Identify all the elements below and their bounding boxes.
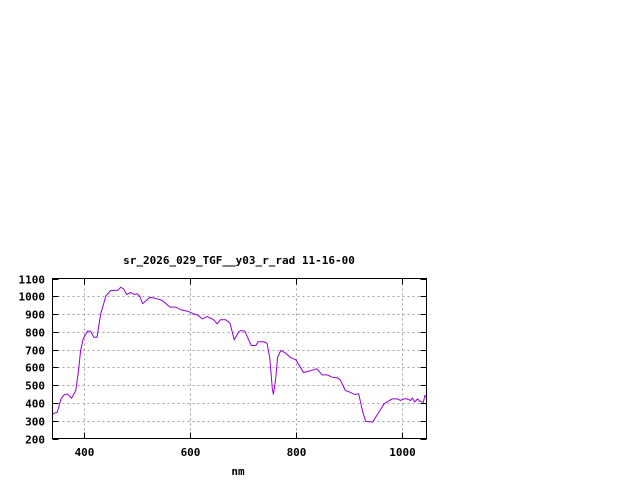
- y-tick-label: 400: [25, 398, 45, 411]
- tick-labels: 200 300 400 500 600 700 800 900 1000 1100 400 600 80…: [19, 274, 416, 460]
- grid: [52, 278, 427, 439]
- x-tick-label: 600: [181, 446, 201, 459]
- y-tick-label: 800: [25, 327, 45, 340]
- plot-border: [52, 278, 427, 439]
- x-tick-label: 1000: [389, 446, 416, 459]
- y-tick-label: 1000: [19, 291, 46, 304]
- chart-title: sr_2026_029_TGF__y03_r_rad 11-16-00: [123, 254, 355, 267]
- y-tick-label: 500: [25, 380, 45, 393]
- ticks: [52, 278, 427, 440]
- series-line: [52, 286, 427, 423]
- x-tick-label: 400: [75, 446, 95, 459]
- y-tick-label: 600: [25, 362, 45, 375]
- y-tick-label: 300: [25, 416, 45, 429]
- x-axis-label: nm: [231, 465, 245, 478]
- y-tick-label: 1100: [19, 274, 46, 287]
- x-tick-label: 800: [287, 446, 307, 459]
- y-tick-label: 700: [25, 345, 45, 358]
- y-tick-label: 900: [25, 309, 45, 322]
- y-tick-label: 200: [25, 434, 45, 447]
